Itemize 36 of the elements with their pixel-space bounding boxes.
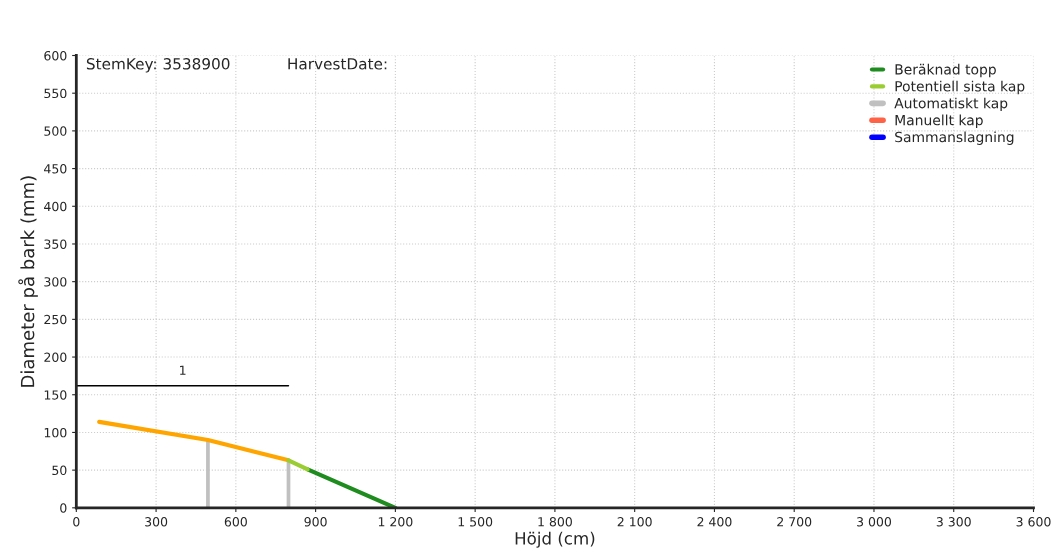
x-tick-label: 3 000 — [857, 517, 892, 527]
y-tick-label: 0 — [60, 503, 67, 513]
y-tick-label: 150 — [44, 390, 67, 400]
legend-label: Beräknad topp — [895, 63, 996, 78]
y-tick-label: 450 — [44, 164, 67, 174]
annotation: 1 — [180, 365, 186, 375]
annotation: StemKey: 3538900 — [86, 58, 230, 73]
x-tick-label: 600 — [224, 517, 247, 527]
y-tick-label: 300 — [44, 277, 67, 287]
x-tick-label: 900 — [304, 517, 327, 527]
x-axis-title: Höjd (cm) — [515, 531, 595, 548]
legend-label: Sammanslagning — [895, 131, 1014, 145]
x-tick-label: 3 600 — [1016, 517, 1051, 527]
legend-label: Automatiskt kap — [894, 97, 1008, 112]
y-tick-label: 250 — [44, 314, 67, 325]
x-tick-label: 300 — [145, 517, 168, 527]
y-tick-label: 500 — [44, 126, 67, 136]
y-tick-label: 600 — [44, 50, 67, 61]
y-axis-title: Diameter på bark (mm) — [18, 176, 38, 387]
legend-label: Potentiell sista kap — [895, 80, 1025, 95]
x-tick-label: 1 800 — [538, 517, 572, 527]
x-tick-label: 2 700 — [777, 517, 812, 527]
x-tick-label: 0 — [73, 517, 80, 527]
annotation: HarvestDate: — [288, 58, 387, 70]
y-tick-label: 100 — [44, 427, 67, 438]
legend-label: Manuellt kap — [895, 114, 983, 129]
x-tick-label: 2 400 — [697, 517, 732, 527]
x-tick-label: 3 300 — [936, 517, 971, 527]
x-tick-label: 1 200 — [378, 517, 413, 527]
y-tick-label: 400 — [44, 201, 67, 212]
y-tick-label: 50 — [52, 465, 67, 476]
y-tick-label: 200 — [44, 352, 67, 362]
y-tick-label: 550 — [44, 88, 67, 99]
y-tick-label: 350 — [44, 239, 67, 249]
x-tick-label: 1 500 — [458, 517, 493, 527]
x-tick-label: 2 100 — [617, 517, 652, 527]
